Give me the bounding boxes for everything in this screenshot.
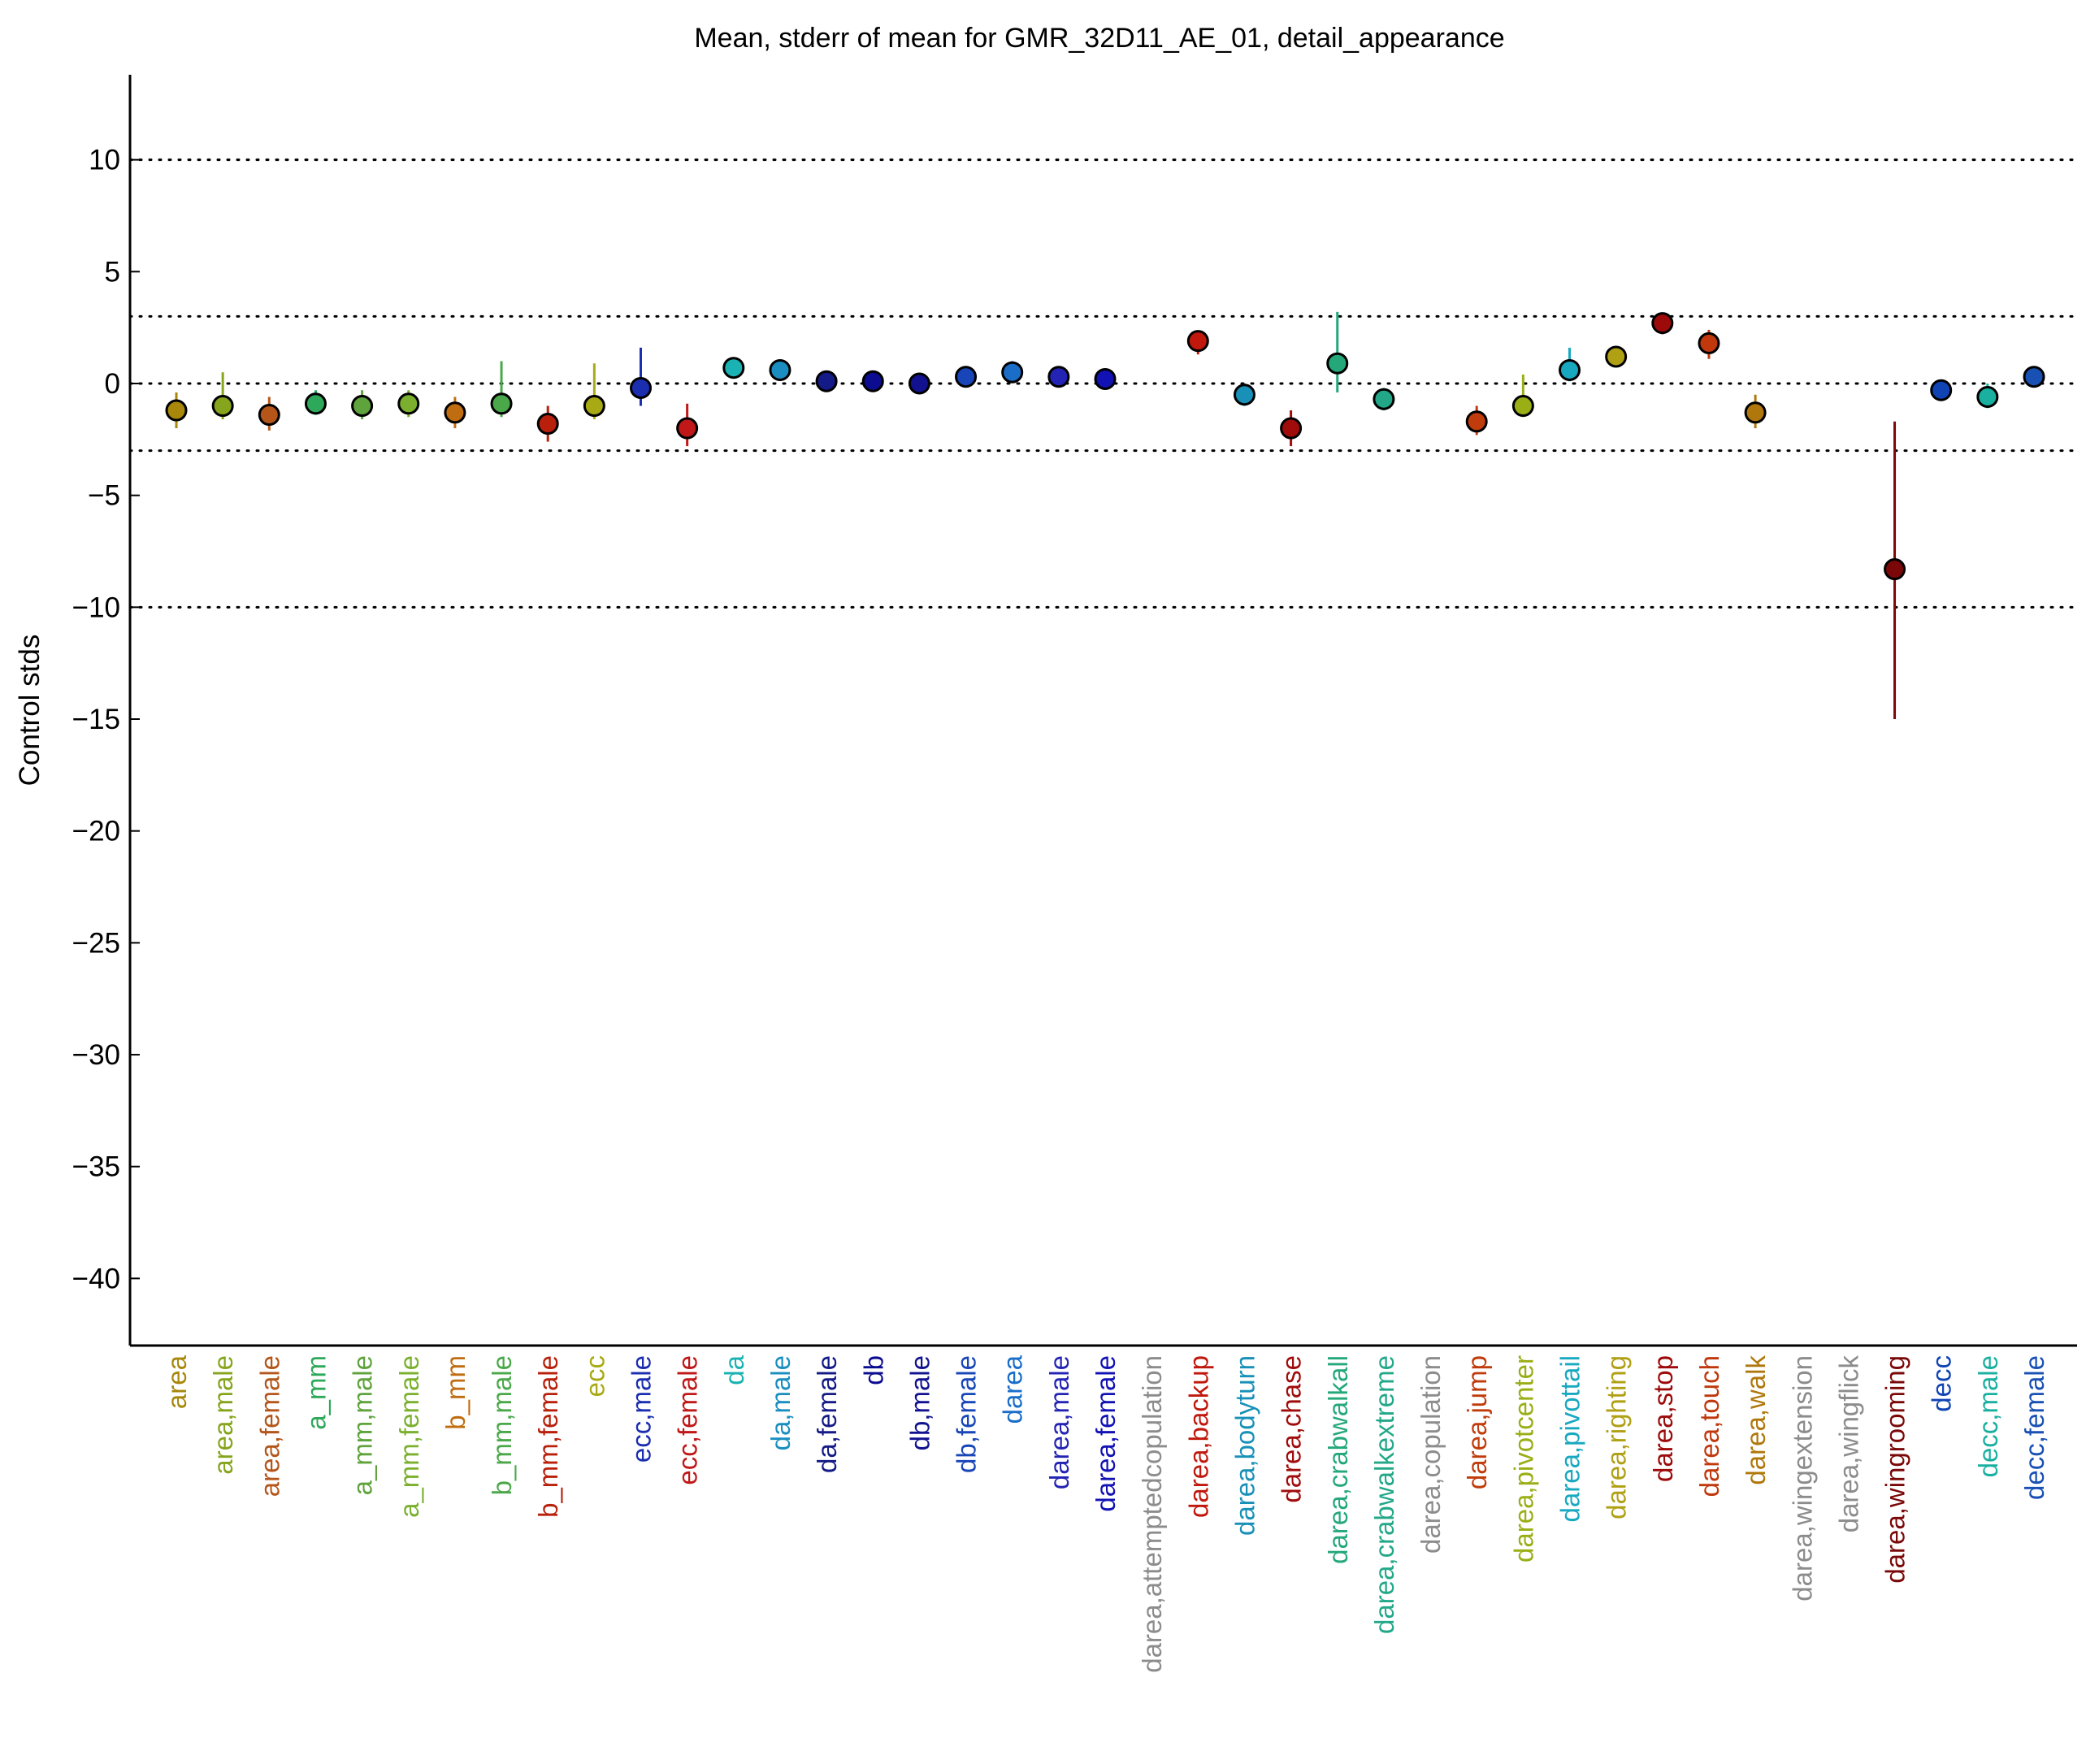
x-tick-label: darea,chase: [1277, 1355, 1307, 1503]
y-tick-label: −10: [72, 592, 120, 623]
y-axis-label: Control stds: [14, 635, 46, 787]
mean-marker: [490, 392, 513, 415]
x-tick-label: da,female: [812, 1355, 842, 1473]
x-tick-label: decc,female: [2019, 1355, 2049, 1500]
mean-marker: [351, 395, 374, 418]
x-tick-label: db,female: [952, 1355, 982, 1473]
x-tick-label: darea,wingextension: [1787, 1355, 1817, 1601]
mean-marker: [583, 395, 605, 418]
mean-marker: [444, 401, 466, 424]
mean-marker: [1326, 352, 1349, 375]
mean-marker: [815, 370, 838, 392]
mean-marker: [1651, 312, 1674, 335]
mean-marker: [1930, 379, 1953, 401]
x-tick-label: db,male: [904, 1355, 935, 1450]
x-tick-label: darea,walk: [1741, 1355, 1771, 1485]
y-tick-label: −5: [88, 480, 120, 512]
x-tick-label: da: [719, 1354, 749, 1385]
mean-marker: [211, 395, 234, 418]
x-tick-label: area,female: [254, 1355, 284, 1497]
mean-marker: [1744, 401, 1767, 424]
y-tick-label: −20: [72, 816, 120, 847]
mean-marker: [165, 399, 188, 422]
mean-marker: [722, 357, 745, 379]
x-tick-label: area: [162, 1354, 192, 1409]
mean-marker: [676, 417, 699, 440]
mean-marker: [1465, 410, 1488, 433]
y-tick-label: −30: [72, 1039, 120, 1071]
mean-marker: [1511, 395, 1534, 418]
y-tick-label: 5: [105, 256, 120, 288]
x-tick-label: darea,male: [1044, 1355, 1074, 1489]
mean-marker: [1047, 366, 1070, 388]
x-tick-label: a_mm: [301, 1355, 331, 1430]
mean-marker: [304, 392, 327, 415]
mean-marker: [1186, 330, 1209, 353]
y-tick-label: −25: [72, 927, 120, 959]
x-tick-label: darea,crabwalkextreme: [1369, 1355, 1399, 1634]
mean-marker: [769, 358, 791, 381]
mean-marker: [536, 413, 559, 436]
x-tick-label: darea,crabwalkall: [1323, 1355, 1353, 1564]
data-marks: [165, 311, 2045, 720]
x-tick-label: darea,stop: [1648, 1355, 1678, 1482]
x-tick-label: darea,righting: [1602, 1355, 1632, 1519]
x-tick-label: decc: [1927, 1355, 1957, 1412]
x-tick-label: darea,wingrooming: [1880, 1355, 1910, 1584]
x-tick-label: a_mm,male: [348, 1355, 378, 1495]
x-tick-label: b_mm: [440, 1355, 471, 1430]
x-tick-label: darea,bodyturn: [1229, 1355, 1260, 1536]
y-tick-label: −40: [72, 1263, 120, 1294]
mean-marker: [861, 370, 884, 392]
mean-marker: [1280, 417, 1303, 440]
mean-marker: [1605, 345, 1628, 368]
x-tick-label: a_mm,female: [394, 1355, 424, 1518]
mean-marker: [1698, 332, 1720, 354]
x-tick-label: area,male: [208, 1355, 238, 1475]
x-tick-label: darea,backup: [1183, 1355, 1213, 1518]
x-tick-labels: area area,male area,female a_mm a_mm,male a_m…: [162, 1354, 2049, 1672]
x-tick-label: darea,touch: [1694, 1355, 1724, 1497]
mean-marker: [1233, 384, 1256, 406]
mean-marker: [1976, 386, 1999, 409]
y-tick-label: 0: [105, 368, 120, 400]
mean-marker: [397, 392, 420, 415]
mean-marker: [1094, 367, 1117, 390]
mean-marker: [630, 376, 652, 399]
y-tick-label: −35: [72, 1151, 120, 1183]
mean-marker: [258, 404, 280, 427]
mean-marker: [955, 366, 978, 388]
x-tick-label: b_mm,male: [487, 1355, 517, 1495]
y-tick-label: 10: [89, 145, 120, 176]
x-tick-label: darea,attemptedcopulation: [1137, 1355, 1167, 1673]
x-tick-label: darea,wingflick: [1833, 1355, 1863, 1533]
x-tick-label: darea,female: [1091, 1355, 1121, 1512]
mean-marker: [1884, 558, 1906, 581]
mean-marker: [1373, 388, 1395, 410]
x-tick-label: db: [858, 1355, 888, 1385]
mean-marker: [1001, 361, 1024, 384]
x-tick-label: b_mm,female: [533, 1355, 563, 1518]
x-tick-label: decc,male: [1973, 1355, 2003, 1477]
x-tick-label: darea,pivottail: [1555, 1355, 1585, 1522]
y-tick-label: −15: [72, 704, 120, 735]
x-tick-label: darea,copulation: [1416, 1355, 1446, 1554]
x-tick-label: ecc,male: [627, 1355, 657, 1463]
mean-marker: [908, 372, 930, 395]
x-tick-label: darea,pivotcenter: [1508, 1355, 1538, 1562]
x-tick-label: da,male: [765, 1355, 796, 1450]
x-tick-label: ecc,female: [673, 1355, 703, 1485]
mean-marker: [1559, 358, 1581, 381]
chart-title: Mean, stderr of mean for GMR_32D11_AE_01…: [694, 23, 1504, 54]
reference-lines: [128, 158, 2079, 609]
x-tick-label: ecc: [579, 1355, 609, 1397]
x-tick-label: darea,jump: [1462, 1355, 1492, 1489]
x-tick-label: darea: [998, 1354, 1028, 1424]
mean-marker: [2023, 366, 2045, 388]
y-axis: 10 5 0 −5 −10 −15 −20 −25 −30 −35 −40: [72, 75, 140, 1346]
